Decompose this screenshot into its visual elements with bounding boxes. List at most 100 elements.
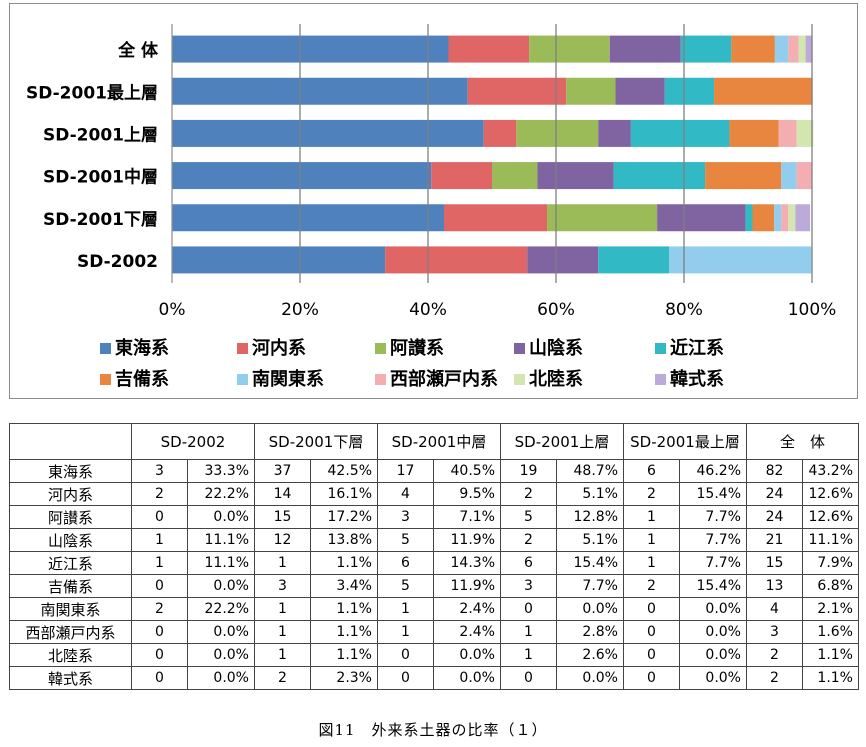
table-cell-count: 14 xyxy=(254,482,311,506)
table-cell-count: 12 xyxy=(254,528,311,552)
legend-item: 北陸系 xyxy=(514,368,583,392)
table-cell-count: 4 xyxy=(746,597,803,621)
bar-segment xyxy=(795,204,811,232)
bar-segment xyxy=(385,246,528,274)
bar-segment xyxy=(609,35,681,63)
x-tick-label: 60% xyxy=(537,300,575,320)
table-cell-count: 2 xyxy=(254,666,311,690)
x-tick-label: 20% xyxy=(281,300,319,320)
table-cell-count: 4 xyxy=(377,482,434,506)
bar-segment xyxy=(598,119,631,147)
table-cell-count: 5 xyxy=(377,574,434,598)
table-cell-count: 17 xyxy=(377,459,434,483)
bar-segment xyxy=(172,35,449,63)
bar-segment xyxy=(781,162,797,190)
table-cell-percent: 48.7% xyxy=(556,459,624,483)
table-cell-percent: 42.5% xyxy=(310,459,378,483)
bar-segment xyxy=(714,77,813,105)
legend-item: 阿讃系 xyxy=(375,337,444,361)
table-row-label: 吉備系 xyxy=(9,574,132,598)
legend-label: 河内系 xyxy=(252,338,306,359)
table-cell-count: 6 xyxy=(623,459,680,483)
table-header-sd2001-upper: SD-2001上層 xyxy=(500,423,624,460)
bar-segment xyxy=(172,162,432,190)
x-tick-label: 0% xyxy=(159,300,186,320)
table-cell-percent: 22.2% xyxy=(187,482,255,506)
category-label: SD-2001上層 xyxy=(43,125,158,145)
table-cell-count: 3 xyxy=(131,459,188,483)
table-cell-count: 1 xyxy=(377,597,434,621)
table-cell-count: 0 xyxy=(623,597,680,621)
bar-segment xyxy=(537,162,614,190)
table-cell-percent: 7.1% xyxy=(433,505,501,529)
legend-label: 北陸系 xyxy=(529,369,583,390)
table-cell-count: 2 xyxy=(623,482,680,506)
table-cell-count: 1 xyxy=(500,620,557,644)
table-cell-percent: 11.1% xyxy=(187,551,255,575)
table-cell-percent: 1.1% xyxy=(310,643,378,667)
table-cell-percent: 5.1% xyxy=(556,482,624,506)
table-cell-percent: 12.8% xyxy=(556,505,624,529)
ratio-table: SD-2002 SD-2001下層 SD-2001中層 SD-2001上層 SD… xyxy=(9,423,859,690)
table-row: 山陰系 1 11.1% 12 13.8% 5 11.9% 2 5.1% 1 7.7% 21 11.1% xyxy=(9,528,859,552)
table-cell-percent: 1.1% xyxy=(310,551,378,575)
table-row: 東海系 3 33.3% 37 42.5% 17 40.5% 19 48.7% 6 46.2% 82 43… xyxy=(9,459,859,483)
table-cell-count: 0 xyxy=(500,666,557,690)
table-cell-count: 1 xyxy=(254,643,311,667)
table-cell-count: 5 xyxy=(377,528,434,552)
table-row-label: 西部瀬戸内系 xyxy=(9,620,132,644)
bar-segment xyxy=(774,204,782,232)
table-cell-count: 1 xyxy=(623,505,680,529)
table-cell-count: 2 xyxy=(131,482,188,506)
table-cell-count: 3 xyxy=(377,505,434,529)
bar-segment xyxy=(172,77,468,105)
table-cell-count: 13 xyxy=(746,574,803,598)
bar-segment xyxy=(467,77,567,105)
table-cell-count: 19 xyxy=(500,459,557,483)
table-cell-percent: 0.0% xyxy=(433,666,501,690)
table-cell-percent: 13.8% xyxy=(310,528,378,552)
table-cell-percent: 3.4% xyxy=(310,574,378,598)
bar-segment xyxy=(805,35,813,63)
bar-segment xyxy=(529,35,610,63)
bar-segment xyxy=(774,35,789,63)
bar-segment xyxy=(615,77,665,105)
table-cell-percent: 0.0% xyxy=(433,643,501,667)
legend-label: 西部瀬戸内系 xyxy=(390,369,498,390)
table-cell-percent: 16.1% xyxy=(310,482,378,506)
table-cell-count: 21 xyxy=(746,528,803,552)
table-cell-count: 24 xyxy=(746,482,803,506)
bar-segment xyxy=(657,204,746,232)
table-cell-percent: 2.4% xyxy=(433,620,501,644)
bar-segment xyxy=(431,162,492,190)
table-cell-percent: 2.4% xyxy=(433,597,501,621)
table-cell-percent: 1.1% xyxy=(802,643,859,667)
legend-label: 阿讃系 xyxy=(390,338,444,359)
table-row-label: 山陰系 xyxy=(9,528,132,552)
table-cell-percent: 15.4% xyxy=(556,551,624,575)
table-cell-percent: 7.9% xyxy=(802,551,859,575)
bar-segment xyxy=(448,35,530,63)
table-cell-percent: 1.1% xyxy=(802,666,859,690)
table-cell-percent: 7.7% xyxy=(679,528,747,552)
table-row-label: 東海系 xyxy=(9,459,132,483)
table-cell-percent: 17.2% xyxy=(310,505,378,529)
bar-segment xyxy=(680,35,732,63)
x-tick-label: 100% xyxy=(788,300,837,320)
table-cell-count: 0 xyxy=(623,620,680,644)
table-cell-percent: 11.9% xyxy=(433,574,501,598)
table-body: 東海系 3 33.3% 37 42.5% 17 40.5% 19 48.7% 6 46.2% 82 43… xyxy=(9,459,859,690)
table-header-sd2001-lower: SD-2001下層 xyxy=(254,423,378,460)
legend-swatch xyxy=(375,343,386,354)
table-cell-count: 0 xyxy=(131,643,188,667)
bar-segment xyxy=(613,162,706,190)
legend-swatch xyxy=(514,374,525,385)
table-cell-count: 5 xyxy=(500,505,557,529)
bar-segment xyxy=(788,35,799,63)
table-cell-count: 1 xyxy=(377,620,434,644)
bar-segment xyxy=(796,162,812,190)
category-label: SD-2001最上層 xyxy=(26,83,158,103)
table-row: 吉備系 0 0.0% 3 3.4% 5 11.9% 3 7.7% 2 15.4% 13 6.8% xyxy=(9,574,859,598)
category-label: SD-2001中層 xyxy=(43,167,158,188)
bar-segment xyxy=(745,204,753,232)
